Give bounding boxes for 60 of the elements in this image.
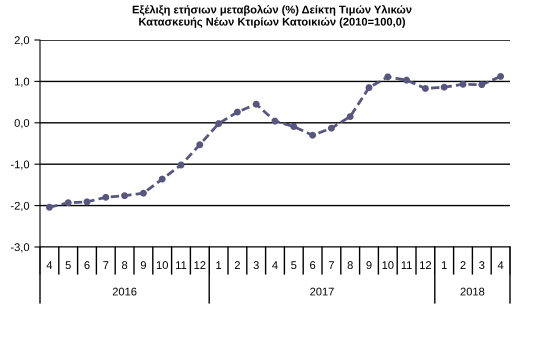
x-tick-label: 3 [254, 261, 259, 270]
point [309, 132, 316, 139]
x-tick-label: 6 [310, 261, 316, 270]
point [252, 100, 260, 108]
x-tick-label: 5 [66, 261, 71, 270]
x-tick-label: 8 [348, 261, 353, 270]
text: 2018 [460, 288, 484, 296]
point [158, 176, 166, 183]
point [215, 120, 222, 128]
point [46, 204, 53, 211]
point [234, 108, 241, 116]
x-tick-label: 10 [382, 261, 394, 270]
x-tick-label: 2 [460, 261, 466, 269]
x-tick-label: 6 [84, 261, 90, 270]
point [422, 84, 429, 92]
point [403, 76, 410, 84]
point [178, 162, 184, 168]
x-tick-label: 7 [103, 261, 108, 269]
y-tick-label: -1,0 [10, 160, 30, 170]
x-tick-label: 4 [272, 261, 278, 269]
x-tick-label: 11 [402, 261, 412, 269]
y-tick-label: 0,0 [14, 119, 30, 128]
x-tick-label: 10 [156, 261, 168, 270]
point [366, 84, 372, 92]
text: 2017 [310, 288, 334, 296]
point [121, 192, 128, 200]
point [84, 198, 90, 206]
chart-title: Εξέλιξη ετήσιων μεταβολών (%) Δείκτη Τιμών Υλικών Κατασκευής Νέων Κτιρίων Κατοικιών (2010=100,0) [132, 5, 412, 28]
point [102, 194, 110, 201]
x-tick-label: 9 [366, 261, 372, 270]
point [460, 80, 466, 88]
x-tick-label: 1 [216, 261, 222, 269]
point [346, 113, 354, 120]
x-tick-label: 3 [479, 261, 484, 270]
point [384, 73, 392, 80]
x-tick-label: 5 [291, 261, 296, 270]
x-tick-label: 4 [498, 261, 504, 269]
x-tick-label: 1 [442, 261, 447, 269]
x-tick-label: 7 [328, 261, 334, 269]
point [140, 190, 147, 197]
x-tick-label: 11 [176, 261, 186, 269]
y-tick-label: -2,0 [10, 202, 30, 212]
x-tick-label: 9 [140, 261, 146, 270]
point [328, 124, 335, 132]
text: 2016 [112, 288, 136, 296]
y-tick-label: 2,0 [14, 36, 30, 46]
y-tick-label: -3,0 [10, 243, 30, 252]
point [497, 72, 504, 80]
x-tick-label: 4 [46, 261, 52, 269]
y-tick-label: 1,0 [14, 78, 30, 87]
point [64, 199, 72, 206]
point [196, 141, 204, 148]
point [440, 84, 448, 91]
point [290, 123, 298, 130]
x-tick-label: 12 [420, 261, 432, 269]
x-tick-label: 8 [122, 261, 128, 270]
point [272, 118, 278, 125]
x-tick-label: 12 [194, 261, 206, 269]
point [478, 81, 486, 88]
x-tick-label: 2 [234, 261, 240, 269]
